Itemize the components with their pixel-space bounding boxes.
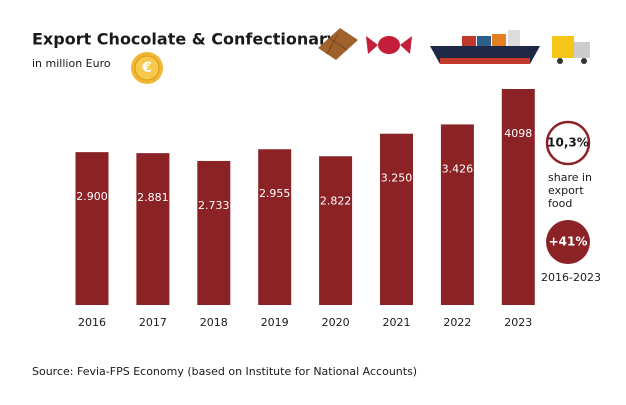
bar [75,152,109,305]
x-tick-label: 2022 [443,316,471,329]
x-tick-label: 2018 [200,316,228,329]
value-label: 3.426 [442,162,474,175]
value-label: 2.881 [137,191,169,204]
callout-caption: 2016-2023 [541,271,601,284]
value-label: 2.900 [76,190,108,203]
x-tick-label: 2023 [504,316,532,329]
callout-caption: food [548,197,572,210]
callout-text: +41% [549,235,588,249]
chocolate-icon [318,28,358,60]
source: Source: Fevia-FPS Economy (based on Inst… [32,365,417,378]
bar [380,133,413,305]
bar [440,124,474,306]
x-tick-label: 2021 [383,316,411,329]
bar [258,149,292,305]
callout-caption: export [548,184,584,197]
bar [197,160,231,305]
candy-icon [366,36,412,54]
value-label: 2.822 [320,194,352,207]
x-tick-label: 2017 [139,316,167,329]
x-tick-label: 2016 [78,316,106,329]
bar [136,153,170,305]
value-label: 4098 [504,127,532,140]
value-label: 2.733 [198,199,230,212]
ship-icon [430,30,540,64]
callout-text: 10,3% [547,136,589,150]
value-label: 3.250 [381,172,413,185]
chart-title: Export Chocolate & Confectionary [32,30,338,49]
callout-circle [546,220,590,264]
x-tick-label: 2020 [322,316,350,329]
x-tick-label: 2019 [261,316,289,329]
bar [319,156,353,305]
callout-circle [545,120,591,166]
chart-subtitle: in million Euro [32,57,111,70]
coin-icon: € [131,52,163,84]
svg-text:€: € [141,60,152,76]
truck-icon [552,36,590,64]
callout-caption: share in [548,171,592,184]
value-label: 2.955 [259,187,291,200]
bar [501,89,535,305]
